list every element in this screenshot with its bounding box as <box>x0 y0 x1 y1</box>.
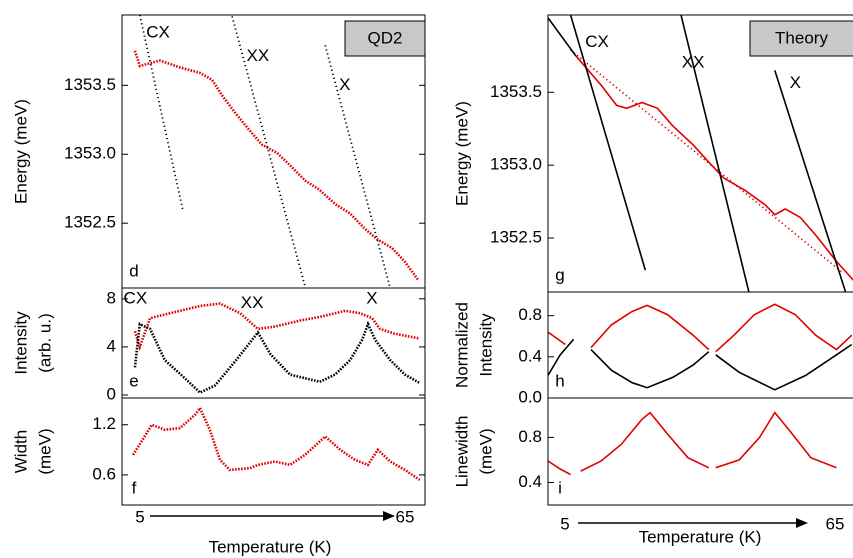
annotation: CX <box>146 22 170 41</box>
panel-label: i <box>558 478 562 497</box>
annotation: X <box>366 288 377 307</box>
y-tick-label: 1353.5 <box>490 82 542 101</box>
y-tick-label: 0.6 <box>92 464 116 483</box>
tag: QD2 <box>368 28 403 47</box>
y-axis-label: Intensity <box>11 311 30 375</box>
y-tick-label: 0.0 <box>518 387 542 406</box>
y-axis-label: Linewidth <box>452 416 471 488</box>
y-axis-label: Energy (meV) <box>11 99 30 204</box>
line-series <box>774 70 847 292</box>
line-series <box>680 15 750 292</box>
y-axis-label: (meV) <box>35 428 54 474</box>
y-tick-label: 1353.5 <box>64 75 116 94</box>
annotation: X <box>339 75 350 94</box>
x-axis-label: Temperature (K) <box>209 537 332 556</box>
y-tick-label: 0.4 <box>518 346 542 365</box>
x-arrow-head <box>796 518 808 528</box>
plot-area <box>548 411 837 476</box>
panel-label: e <box>129 371 138 390</box>
panel-label: f <box>132 478 137 497</box>
y-axis-label: Width <box>11 430 30 473</box>
scatter-series <box>231 16 306 287</box>
plot-area <box>548 303 853 391</box>
line-series <box>575 55 853 281</box>
annotation: XX <box>247 46 270 65</box>
tag-box <box>749 20 853 57</box>
y-tick-label: 0 <box>107 384 116 403</box>
scatter-series <box>133 50 419 281</box>
tag-box <box>344 20 426 57</box>
annotation: CX <box>585 32 609 51</box>
y-tick-label: 1.2 <box>92 414 116 433</box>
scatter-series <box>324 45 391 287</box>
annotation: X <box>790 73 801 92</box>
scatter-series <box>133 320 421 395</box>
x-arrow-head <box>383 511 395 521</box>
y-axis-label: (arb. u.) <box>35 313 54 373</box>
frame <box>121 397 426 506</box>
line-series <box>548 411 837 476</box>
y-tick-label: 0.8 <box>518 427 542 446</box>
scatter-series <box>131 405 421 481</box>
annotation: XX <box>241 293 264 312</box>
tag: Theory <box>775 28 828 47</box>
plot-area <box>131 405 421 481</box>
annotation: XX <box>682 53 705 72</box>
frame <box>121 287 426 399</box>
x-start-label: 5 <box>135 507 144 526</box>
x-axis-label: Temperature (K) <box>639 527 762 546</box>
frame <box>547 397 853 506</box>
y-axis-label: (meV) <box>476 428 495 474</box>
y-tick-label: 4 <box>107 336 116 355</box>
line-series <box>548 338 853 391</box>
panel-label: d <box>129 261 138 280</box>
x-end-label: 65 <box>396 507 415 526</box>
line-series <box>548 303 853 353</box>
plot-area <box>548 15 853 292</box>
x-start-label: 5 <box>560 514 569 533</box>
y-tick-label: 1352.5 <box>490 228 542 247</box>
panel-label: g <box>555 265 564 284</box>
y-axis-label: Normalized <box>452 302 471 388</box>
line-series <box>569 15 647 271</box>
y-tick-label: 1352.5 <box>64 213 116 232</box>
panel-label: h <box>555 371 564 390</box>
y-tick-label: 0.4 <box>518 472 542 491</box>
plot-area <box>133 15 419 287</box>
scatter-series <box>133 302 420 351</box>
annotation: CX <box>124 288 148 307</box>
y-tick-label: 1353.0 <box>64 144 116 163</box>
plot-area <box>133 302 421 395</box>
y-axis-label: Intensity <box>476 313 495 377</box>
x-end-label: 65 <box>826 514 845 533</box>
y-axis-label: Energy (meV) <box>452 101 471 206</box>
scatter-series <box>138 15 184 211</box>
y-tick-label: 1353.0 <box>490 155 542 174</box>
y-tick-label: 8 <box>107 288 116 307</box>
y-tick-label: 0.8 <box>518 305 542 324</box>
line-series <box>548 17 577 57</box>
